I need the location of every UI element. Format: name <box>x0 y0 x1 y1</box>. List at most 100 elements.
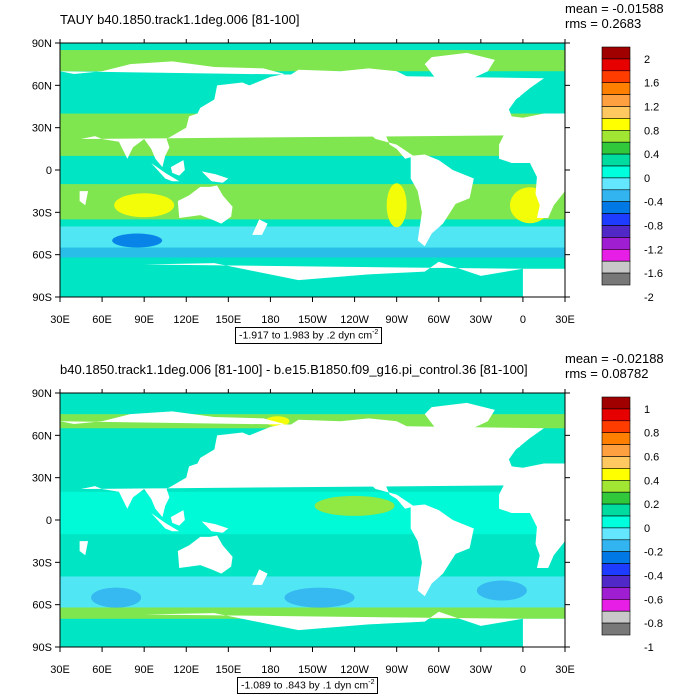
lon-tick-label: 180 <box>261 664 279 676</box>
colorbar-label: 0.2 <box>644 499 659 511</box>
map-panel-1: TAUY b40.1850.track1.1deg.006 [81-100] m… <box>0 0 700 350</box>
map-figure: 90N60N30N030S60S90S30E60E90E120E150E1801… <box>0 0 700 350</box>
colorbar-label: -0.6 <box>644 594 663 606</box>
lat-tick-label: 30N <box>32 473 52 485</box>
map-panel-2: b40.1850.track1.1deg.006 [81-100] - b.e1… <box>0 350 700 700</box>
colorbar-label: -1.6 <box>644 268 663 280</box>
colorbar-label: -1 <box>644 642 654 654</box>
map-figure: 90N60N30N030S60S90S30E60E90E120E150E1801… <box>0 350 700 700</box>
range-text: -1.089 to .843 by .1 dyn cm <box>241 680 368 692</box>
range-exponent: -2 <box>372 329 378 336</box>
colorbar-label: 0.6 <box>644 452 659 464</box>
colorbar-swatch <box>602 468 630 480</box>
lat-tick-label: 90S <box>32 642 52 654</box>
lat-tick-label: 30N <box>32 123 52 135</box>
colorbar-swatch <box>602 480 630 492</box>
colorbar-swatch <box>602 166 630 178</box>
colorbar-swatch <box>602 457 630 469</box>
colorbar-swatch <box>602 433 630 445</box>
lat-tick-label: 90S <box>32 292 52 304</box>
field-feature <box>315 496 395 516</box>
colorbar-label: -0.4 <box>644 571 663 583</box>
lon-tick-label: 0 <box>520 664 526 676</box>
lon-tick-label: 180 <box>261 314 279 326</box>
lat-tick-label: 30S <box>32 207 52 219</box>
map-field <box>60 43 593 297</box>
colorbar-label: 0 <box>644 523 650 535</box>
colorbar-label: -0.4 <box>644 197 663 209</box>
lon-tick-label: 120W <box>340 664 369 676</box>
contour-range-box: -1.917 to 1.983 by .2 dyn cm-2 <box>235 327 382 344</box>
colorbar-swatch <box>602 118 630 130</box>
colorbar-label: -0.8 <box>644 221 663 233</box>
colorbar-swatch <box>602 226 630 238</box>
lon-tick-label: 120W <box>340 314 369 326</box>
colorbar-swatch <box>602 540 630 552</box>
lon-tick-label: 150E <box>215 664 241 676</box>
colorbar-swatch <box>602 576 630 588</box>
colorbar-swatch <box>602 130 630 142</box>
colorbar-swatch <box>602 587 630 599</box>
colorbar-label: -2 <box>644 292 654 304</box>
field-feature <box>285 588 355 608</box>
colorbar-label: 1.2 <box>644 102 659 114</box>
lon-tick-label: 60W <box>427 664 450 676</box>
lon-tick-label: 150W <box>298 314 327 326</box>
colorbar-label: 0.4 <box>644 475 659 487</box>
lon-tick-label: 120E <box>173 664 199 676</box>
colorbar-swatch <box>602 190 630 202</box>
map-field <box>60 393 593 647</box>
colorbar-swatch <box>602 83 630 95</box>
colorbar-swatch <box>602 202 630 214</box>
lat-tick-label: 0 <box>46 165 52 177</box>
lon-tick-label: 90W <box>385 314 408 326</box>
colorbar-swatch <box>602 623 630 635</box>
lat-tick-label: 0 <box>46 515 52 527</box>
lon-tick-label: 30E <box>50 664 70 676</box>
lon-tick-label: 60E <box>92 664 112 676</box>
field-band <box>60 248 565 258</box>
range-exponent: -2 <box>368 679 374 686</box>
colorbar-swatch <box>602 107 630 119</box>
lat-tick-label: 30S <box>32 557 52 569</box>
lat-tick-label: 60N <box>32 80 52 92</box>
colorbar-swatch <box>602 59 630 71</box>
colorbar-label: 0.4 <box>644 149 659 161</box>
lon-tick-label: 30E <box>555 664 575 676</box>
lat-tick-label: 60N <box>32 430 52 442</box>
lat-tick-label: 90N <box>32 38 52 50</box>
colorbar-swatch <box>602 564 630 576</box>
colorbar-swatch <box>602 142 630 154</box>
colorbar-swatch <box>602 421 630 433</box>
colorbar-swatch <box>602 261 630 273</box>
colorbar-swatch <box>602 599 630 611</box>
field-band <box>60 492 565 534</box>
colorbar-swatch <box>602 273 630 285</box>
range-text: -1.917 to 1.983 by .2 dyn cm <box>239 330 372 342</box>
colorbar-label: 1 <box>644 404 650 416</box>
colorbar-swatch <box>602 552 630 564</box>
field-feature <box>387 183 407 227</box>
colorbar-label: -0.2 <box>644 547 663 559</box>
field-feature <box>114 193 174 217</box>
contour-range-box: -1.089 to .843 by .1 dyn cm-2 <box>237 677 378 694</box>
lon-tick-label: 30W <box>470 664 493 676</box>
colorbar-label: -1.2 <box>644 244 663 256</box>
lon-tick-label: 150E <box>215 314 241 326</box>
colorbar-swatch <box>602 178 630 190</box>
lon-tick-label: 60E <box>92 314 112 326</box>
colorbar-label: 0.8 <box>644 428 659 440</box>
colorbar-swatch <box>602 249 630 261</box>
lon-tick-label: 60W <box>427 314 450 326</box>
colorbar-swatch <box>602 71 630 83</box>
colorbar-swatch <box>602 237 630 249</box>
colorbar-label: 0.8 <box>644 125 659 137</box>
lon-tick-label: 90E <box>134 314 154 326</box>
lon-tick-label: 120E <box>173 314 199 326</box>
lon-tick-label: 30E <box>50 314 70 326</box>
colorbar-label: 0 <box>644 173 650 185</box>
colorbar-swatch <box>602 516 630 528</box>
colorbar-swatch <box>602 409 630 421</box>
field-feature <box>477 581 527 601</box>
colorbar-label: 2 <box>644 54 650 66</box>
